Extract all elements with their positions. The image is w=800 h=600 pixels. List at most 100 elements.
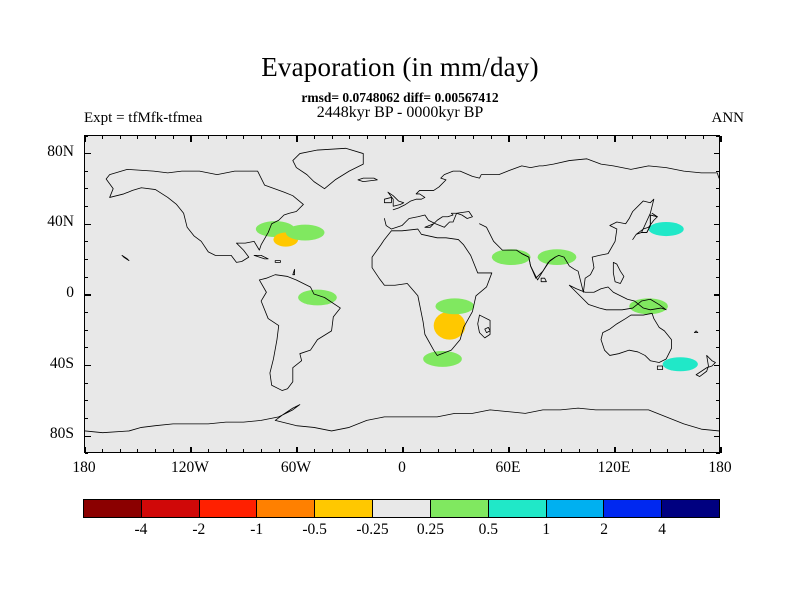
x-tick bbox=[172, 449, 174, 453]
x-tick bbox=[331, 135, 333, 139]
colorbar-tick-label: -0.5 bbox=[302, 521, 327, 538]
x-tick bbox=[243, 135, 245, 139]
y-tick bbox=[716, 329, 720, 331]
period-label: 2448kyr BP - 0000kyr BP bbox=[316, 104, 484, 121]
colorbar-band[interactable] bbox=[604, 500, 663, 517]
y-tick bbox=[716, 400, 720, 402]
colorbar-band[interactable] bbox=[84, 500, 142, 517]
x-tick bbox=[155, 449, 157, 453]
x-tick bbox=[685, 135, 687, 139]
x-tick bbox=[508, 446, 510, 453]
coastline bbox=[254, 255, 268, 259]
colorbar-tick-label: 0.5 bbox=[478, 521, 499, 538]
coastline bbox=[569, 285, 666, 310]
x-tick bbox=[261, 449, 263, 453]
coastline bbox=[694, 331, 698, 333]
coastline bbox=[601, 313, 671, 362]
colorbar-band[interactable] bbox=[430, 500, 489, 517]
x-tick bbox=[243, 449, 245, 453]
anomaly-patch bbox=[537, 249, 577, 266]
x-tick bbox=[208, 449, 210, 453]
x-tick bbox=[720, 135, 722, 142]
colorbar-band[interactable] bbox=[662, 500, 719, 517]
y-tick bbox=[84, 329, 88, 331]
x-tick bbox=[137, 449, 139, 453]
coastline bbox=[388, 192, 404, 206]
y-tick bbox=[84, 312, 88, 314]
x-tick bbox=[455, 135, 457, 139]
x-tick bbox=[314, 449, 316, 453]
x-tick bbox=[384, 449, 386, 453]
x-tick bbox=[314, 135, 316, 139]
season-label: ANN bbox=[711, 110, 745, 126]
anomaly-patch bbox=[629, 298, 668, 315]
x-tick bbox=[543, 135, 545, 139]
y-tick bbox=[84, 347, 88, 349]
x-tick bbox=[190, 135, 192, 142]
coastline bbox=[275, 261, 280, 263]
y-tick bbox=[84, 188, 88, 190]
x-tick bbox=[296, 446, 298, 453]
x-tick bbox=[614, 135, 616, 142]
colorbar-band[interactable] bbox=[257, 500, 316, 517]
colorbar-band[interactable] bbox=[546, 500, 605, 517]
anomaly-patch bbox=[423, 351, 462, 367]
page-title: Evaporation (in mm/day) bbox=[261, 52, 539, 82]
y-tick bbox=[716, 382, 720, 384]
y-tick bbox=[713, 153, 720, 155]
x-tick bbox=[367, 135, 369, 139]
colorbar-tick-label: -0.25 bbox=[356, 521, 389, 538]
x-tick bbox=[455, 449, 457, 453]
coastline bbox=[393, 159, 719, 210]
colorbar-band[interactable] bbox=[488, 500, 547, 517]
colorbar-tick-label: 0.25 bbox=[416, 521, 445, 538]
y-tick bbox=[84, 135, 88, 137]
experiment-label: Expt = tfMfk-tfmea bbox=[84, 110, 203, 126]
coastline bbox=[85, 405, 719, 433]
colorbar-band[interactable] bbox=[141, 500, 200, 517]
x-tick bbox=[225, 449, 227, 453]
anomaly-patch bbox=[433, 311, 466, 340]
x-tick bbox=[596, 449, 598, 453]
y-tick bbox=[84, 206, 88, 208]
x-tick bbox=[649, 449, 651, 453]
x-tick bbox=[261, 135, 263, 139]
y-tick bbox=[84, 382, 88, 384]
x-tick bbox=[296, 135, 298, 142]
coastline bbox=[293, 148, 363, 188]
y-tick bbox=[84, 400, 88, 402]
y-axis-label: 80S bbox=[49, 425, 74, 443]
coastline bbox=[106, 169, 303, 262]
map-plot-area bbox=[84, 135, 722, 455]
colorbar-band[interactable] bbox=[315, 500, 374, 517]
y-tick bbox=[84, 223, 91, 225]
x-tick bbox=[402, 135, 404, 142]
colorbar-band[interactable] bbox=[199, 500, 258, 517]
coastline bbox=[293, 269, 295, 274]
anomaly-patch bbox=[298, 289, 337, 306]
x-tick bbox=[420, 449, 422, 453]
y-tick bbox=[716, 206, 720, 208]
x-tick bbox=[614, 446, 616, 453]
x-tick bbox=[367, 449, 369, 453]
x-axis-label: 180 bbox=[708, 459, 732, 476]
coastline-layer bbox=[85, 148, 719, 432]
x-tick bbox=[119, 135, 121, 139]
x-tick bbox=[632, 449, 634, 453]
y-axis-label: 40S bbox=[49, 354, 74, 372]
x-tick bbox=[702, 135, 704, 139]
coastline bbox=[657, 366, 662, 370]
x-tick bbox=[155, 135, 157, 139]
colorbar-band[interactable] bbox=[373, 500, 431, 517]
coastline bbox=[613, 262, 624, 283]
colorbar[interactable] bbox=[83, 499, 720, 518]
x-tick bbox=[667, 135, 669, 139]
x-tick bbox=[84, 135, 86, 142]
y-tick bbox=[716, 259, 720, 261]
anomaly-patch bbox=[491, 249, 531, 266]
x-tick bbox=[278, 135, 280, 139]
anomaly-patch bbox=[662, 357, 698, 372]
x-axis-label: 180 bbox=[72, 459, 96, 476]
x-axis-label: 120W bbox=[171, 459, 209, 476]
